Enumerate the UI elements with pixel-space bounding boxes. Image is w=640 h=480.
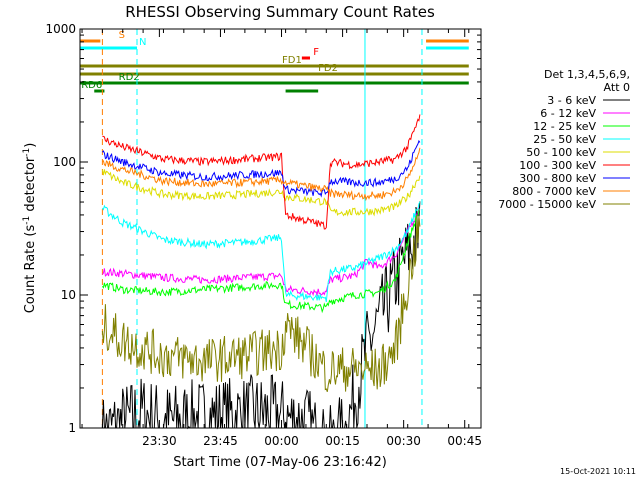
- event-lines-group: [101, 29, 423, 428]
- timestamp: 15-Oct-2021 10:11: [560, 467, 636, 476]
- x-tick-label-0: 23:30: [142, 434, 177, 448]
- x-tick-label-3: 00:15: [325, 434, 360, 448]
- series-line-4: [101, 169, 421, 217]
- chart-title: RHESSI Observing Summary Count Rates: [125, 3, 435, 21]
- flag-label-n: N: [139, 37, 146, 48]
- y-tick-label-3: 1000: [45, 22, 76, 36]
- series-line-8: [101, 214, 421, 392]
- x-tick-label-1: 23:45: [203, 434, 238, 448]
- flag-label-rd6: RD6: [81, 80, 102, 91]
- x-tick-label-5: 00:45: [447, 434, 482, 448]
- y-axis-label: Count Rate (s-1 detector-1): [22, 143, 38, 314]
- series-group: [101, 114, 421, 430]
- legend-label-0: 3 - 6 keV: [547, 94, 596, 107]
- flag-label-rd2: RD2: [119, 72, 140, 83]
- y-tick-label-2: 100: [53, 155, 76, 169]
- legend-label-8: 7000 - 15000 keV: [498, 198, 596, 211]
- legend-label-7: 800 - 7000 keV: [512, 185, 596, 198]
- plot-frame: [79, 28, 482, 429]
- series-line-6: [102, 139, 421, 198]
- y-axis-label-end: ): [23, 143, 38, 148]
- flag-label-f: F: [313, 47, 319, 58]
- legend-label-2: 12 - 25 keV: [533, 120, 596, 133]
- series-line-2: [102, 208, 421, 314]
- legend-label-4: 50 - 100 keV: [526, 146, 596, 159]
- series-line-5: [102, 114, 421, 230]
- flag-label-fd2: FD2: [318, 63, 338, 74]
- series-line-1: [101, 207, 421, 297]
- flag-label-fd1: FD1: [282, 55, 302, 66]
- y-axis-label-sup2: -1: [22, 148, 32, 157]
- y-axis-label-sup: -1: [22, 216, 32, 225]
- legend-label-1: 6 - 12 keV: [540, 107, 596, 120]
- series-line-7: [102, 147, 421, 202]
- legend-header-line-2: Att 0: [604, 81, 630, 94]
- legend-label-3: 25 - 50 keV: [533, 133, 596, 146]
- flag-label-s: S: [119, 30, 125, 41]
- series-line-0: [101, 201, 421, 430]
- series-line-3: [101, 201, 421, 303]
- y-axis-label-main: Count Rate (s: [23, 225, 38, 314]
- x-tick-label-4: 00:30: [386, 434, 421, 448]
- y-axis-label-mid: detector: [23, 156, 38, 216]
- axis-ticks-group: 23:30 23:45 00:00 00:15 00:30 00:45 1 10 100 1000: [45, 22, 482, 448]
- y-tick-label-0: 1: [68, 421, 76, 435]
- legend-label-5: 100 - 300 keV: [519, 159, 596, 172]
- y-tick-label-1: 10: [61, 288, 76, 302]
- flag-bars-group: S N F FD1 FD2 RD2 RD6: [80, 30, 469, 93]
- x-axis-label: Start Time (07-May-06 23:16:42): [173, 455, 387, 470]
- legend-header-line-1: Det 1,3,4,5,6,9,: [544, 68, 630, 81]
- x-tick-label-2: 00:00: [264, 434, 299, 448]
- legend-label-6: 300 - 800 keV: [519, 172, 596, 185]
